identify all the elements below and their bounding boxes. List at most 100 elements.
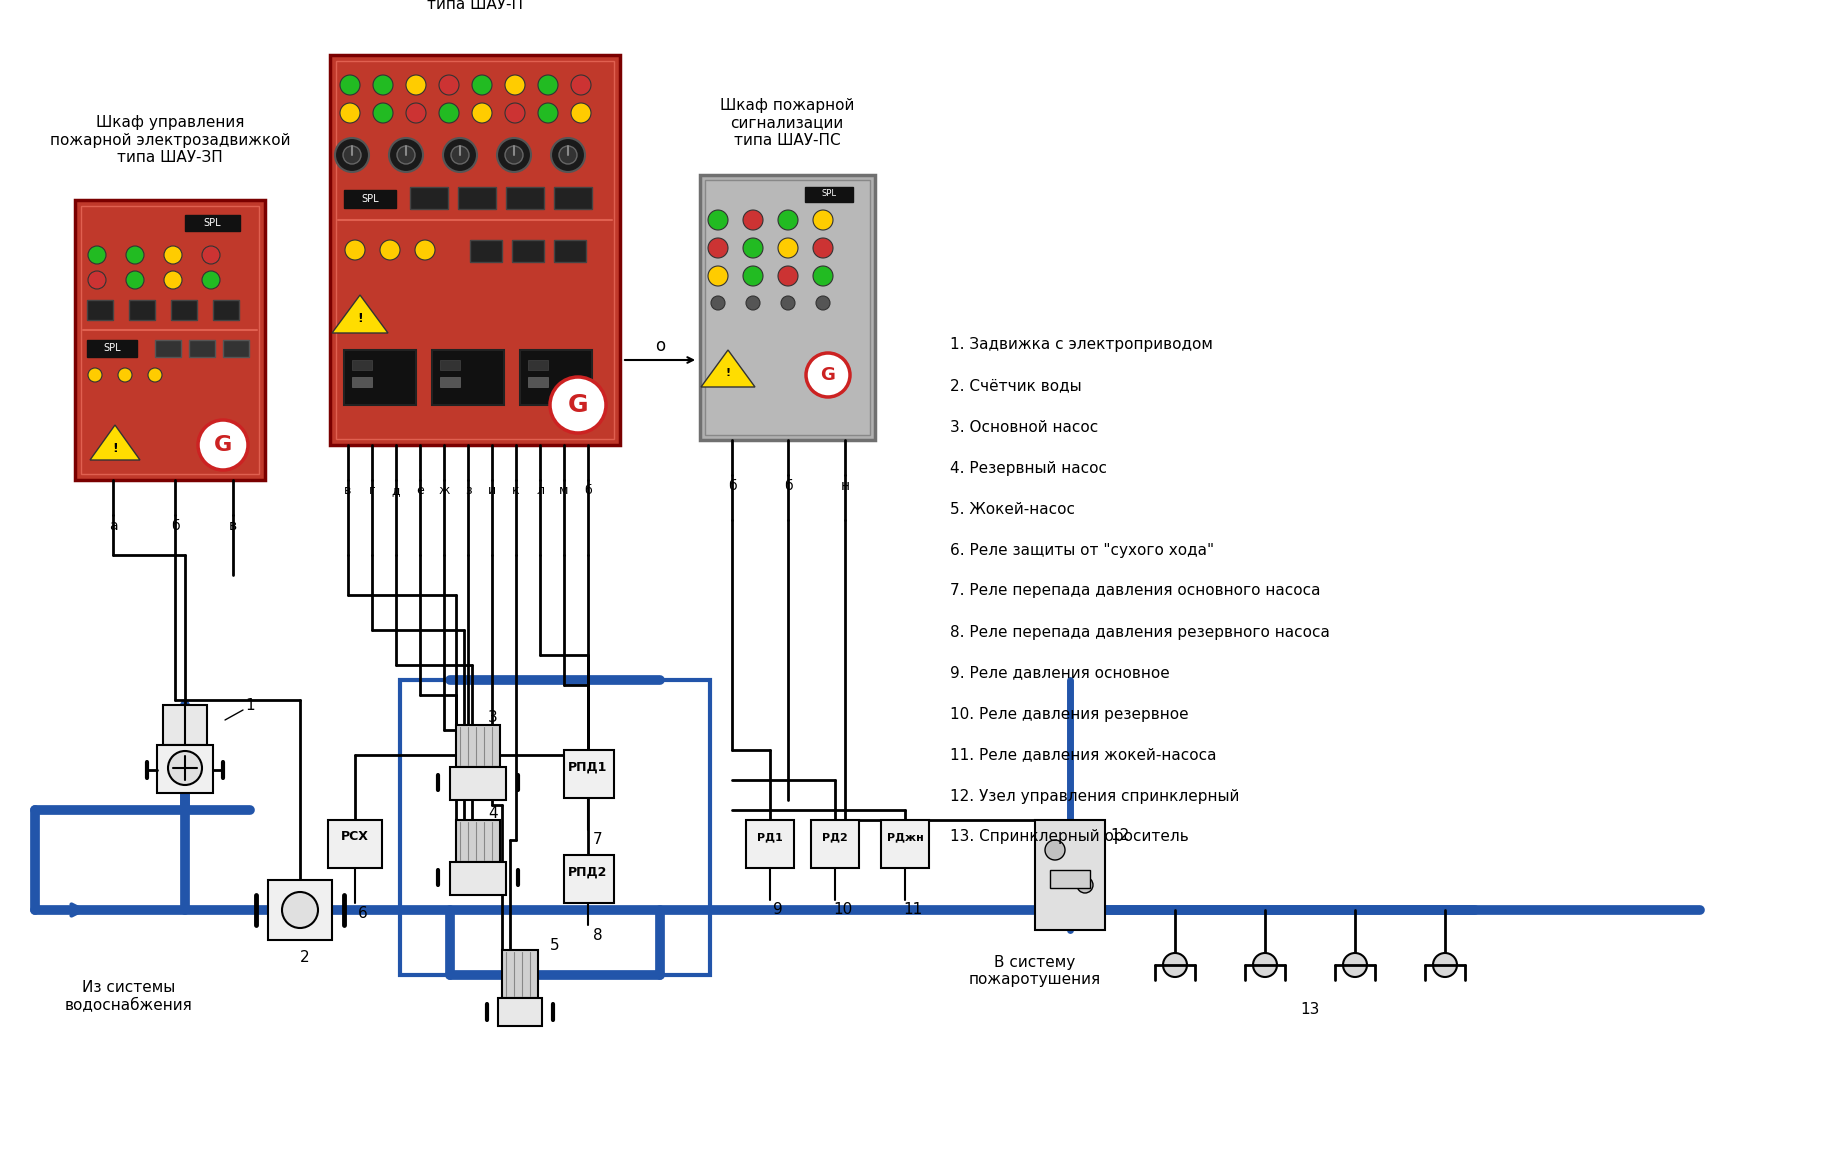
Text: б: б: [584, 484, 591, 497]
Circle shape: [405, 75, 426, 95]
Circle shape: [203, 246, 219, 264]
Circle shape: [372, 75, 392, 95]
FancyBboxPatch shape: [190, 340, 216, 357]
Text: В систему
пожаротушения: В систему пожаротушения: [969, 955, 1102, 987]
Text: 5. Жокей-насос: 5. Жокей-насос: [950, 502, 1076, 517]
FancyBboxPatch shape: [344, 350, 416, 405]
Circle shape: [379, 240, 400, 260]
Circle shape: [335, 138, 368, 172]
Text: 12. Узел управления спринклерный: 12. Узел управления спринклерный: [950, 788, 1240, 803]
FancyBboxPatch shape: [214, 301, 239, 320]
Circle shape: [398, 146, 414, 164]
Circle shape: [405, 103, 426, 123]
FancyBboxPatch shape: [810, 820, 858, 868]
Circle shape: [505, 146, 523, 164]
FancyBboxPatch shape: [705, 180, 869, 435]
Text: 6. Реле защиты от "сухого хода": 6. Реле защиты от "сухого хода": [950, 542, 1214, 557]
Circle shape: [472, 75, 492, 95]
Circle shape: [807, 353, 849, 397]
Text: РД1: РД1: [757, 832, 783, 842]
Text: 4. Резервный насос: 4. Резервный насос: [950, 460, 1107, 475]
Text: 13. Спринклерный ороситель: 13. Спринклерный ороситель: [950, 830, 1188, 845]
Circle shape: [711, 296, 726, 310]
Text: 12: 12: [1111, 828, 1129, 843]
Text: 3. Основной насос: 3. Основной насос: [950, 420, 1098, 435]
Text: д: д: [392, 484, 400, 497]
FancyBboxPatch shape: [328, 820, 381, 868]
FancyBboxPatch shape: [449, 766, 507, 800]
FancyBboxPatch shape: [157, 744, 214, 793]
Text: б: б: [728, 479, 737, 492]
Circle shape: [1162, 953, 1186, 977]
Text: м: м: [560, 484, 569, 497]
Text: SPL: SPL: [822, 190, 836, 199]
FancyBboxPatch shape: [184, 215, 239, 231]
Circle shape: [816, 296, 831, 310]
Circle shape: [88, 368, 101, 381]
Circle shape: [538, 75, 558, 95]
FancyBboxPatch shape: [411, 187, 448, 209]
Text: !: !: [357, 312, 363, 326]
Text: Из системы
водоснабжения: Из системы водоснабжения: [64, 980, 193, 1013]
Text: 7. Реле перепада давления основного насоса: 7. Реле перепада давления основного насо…: [950, 584, 1321, 599]
Circle shape: [88, 246, 107, 264]
FancyBboxPatch shape: [344, 190, 396, 208]
Text: 10: 10: [833, 903, 853, 918]
Text: SPL: SPL: [361, 194, 379, 203]
Text: 6: 6: [357, 905, 368, 920]
Text: н: н: [840, 479, 849, 492]
Circle shape: [571, 75, 591, 95]
FancyBboxPatch shape: [76, 200, 265, 480]
FancyBboxPatch shape: [529, 377, 549, 387]
Circle shape: [472, 103, 492, 123]
Circle shape: [746, 296, 761, 310]
FancyBboxPatch shape: [223, 340, 249, 357]
Circle shape: [341, 103, 359, 123]
FancyBboxPatch shape: [503, 950, 538, 998]
FancyBboxPatch shape: [880, 820, 928, 868]
FancyBboxPatch shape: [746, 820, 794, 868]
Circle shape: [341, 75, 359, 95]
Circle shape: [1253, 953, 1277, 977]
Text: G: G: [567, 393, 588, 417]
Text: !: !: [112, 442, 118, 454]
Circle shape: [505, 75, 525, 95]
FancyBboxPatch shape: [564, 855, 613, 903]
FancyBboxPatch shape: [449, 862, 507, 895]
Text: Шкаф пожарной
сигнализации
типа ШАУ-ПС: Шкаф пожарной сигнализации типа ШАУ-ПС: [720, 98, 855, 148]
Text: и: и: [488, 484, 495, 497]
Circle shape: [742, 210, 763, 230]
Circle shape: [344, 240, 365, 260]
Text: G: G: [820, 366, 836, 384]
FancyBboxPatch shape: [497, 998, 542, 1027]
Circle shape: [203, 271, 219, 289]
FancyBboxPatch shape: [87, 340, 136, 357]
FancyBboxPatch shape: [129, 301, 155, 320]
Text: РПД1: РПД1: [569, 761, 608, 773]
Polygon shape: [702, 350, 755, 387]
Text: G: G: [214, 435, 232, 455]
FancyBboxPatch shape: [171, 301, 197, 320]
FancyBboxPatch shape: [81, 206, 260, 474]
Circle shape: [438, 75, 459, 95]
Circle shape: [777, 266, 798, 286]
Text: 13: 13: [1300, 1002, 1319, 1017]
Text: 8: 8: [593, 927, 602, 942]
Text: 1. Задвижка с электроприводом: 1. Задвижка с электроприводом: [950, 338, 1212, 353]
FancyBboxPatch shape: [470, 240, 503, 262]
Text: 8. Реле перепада давления резервного насоса: 8. Реле перепада давления резервного нас…: [950, 624, 1330, 639]
Polygon shape: [332, 295, 389, 333]
Circle shape: [88, 271, 107, 289]
Text: 3: 3: [488, 711, 497, 726]
FancyBboxPatch shape: [529, 360, 549, 370]
FancyBboxPatch shape: [155, 340, 181, 357]
Circle shape: [1044, 840, 1065, 860]
Text: е: е: [416, 484, 424, 497]
FancyBboxPatch shape: [87, 301, 112, 320]
Text: РПД2: РПД2: [569, 866, 608, 879]
Text: 10. Реле давления резервное: 10. Реле давления резервное: [950, 706, 1188, 721]
FancyBboxPatch shape: [564, 750, 613, 798]
Circle shape: [571, 103, 591, 123]
Circle shape: [497, 138, 530, 172]
Text: SPL: SPL: [103, 343, 122, 353]
